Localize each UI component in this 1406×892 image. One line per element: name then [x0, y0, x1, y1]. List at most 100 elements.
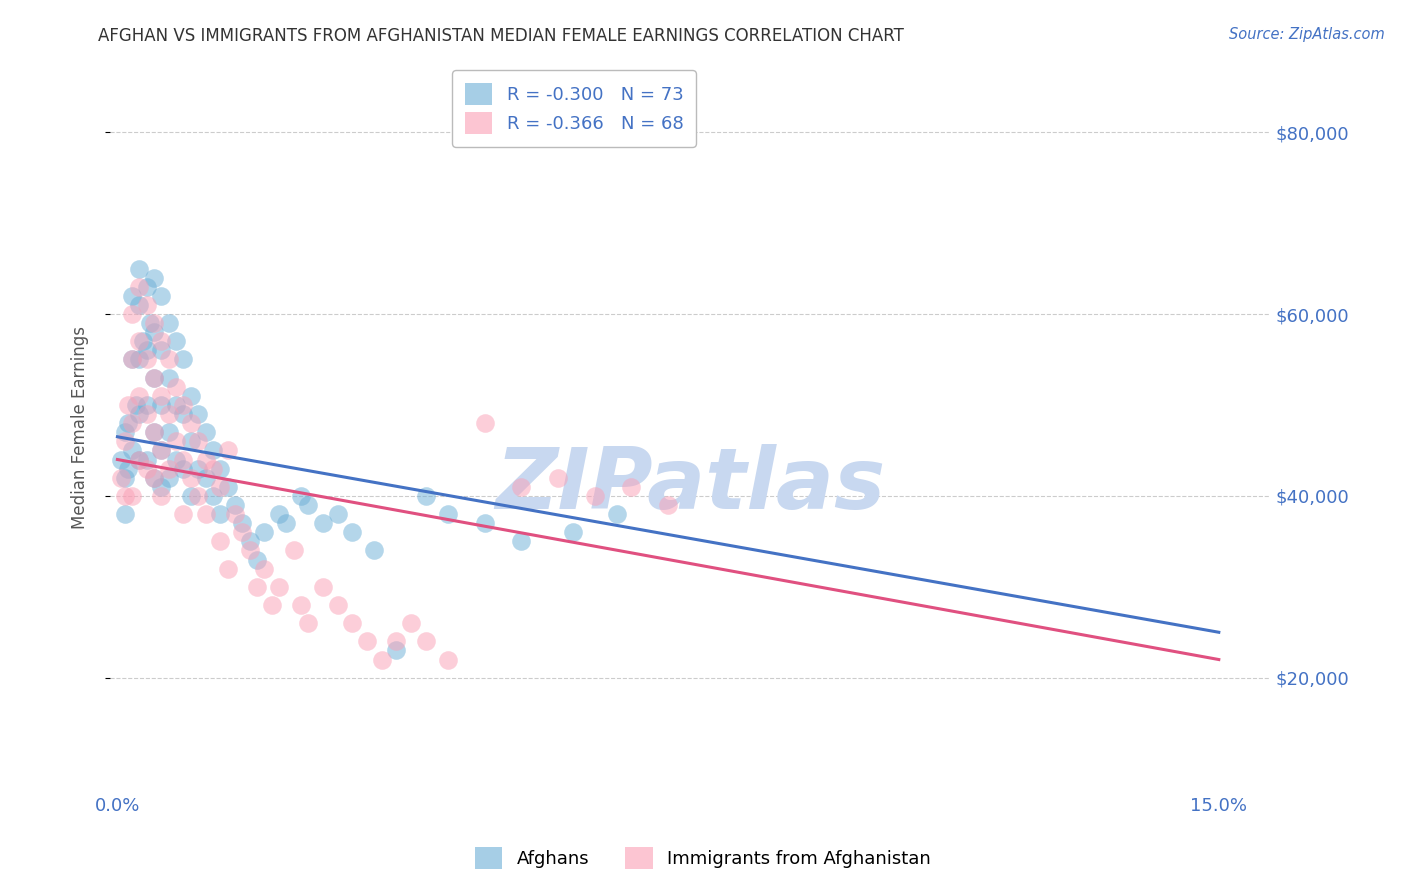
Point	[246, 580, 269, 594]
Point	[363, 543, 385, 558]
Point	[143, 370, 166, 384]
Point	[474, 416, 496, 430]
Point	[165, 434, 187, 449]
Point	[150, 443, 173, 458]
Point	[117, 461, 139, 475]
Point	[135, 407, 157, 421]
Point	[312, 580, 335, 594]
Point	[180, 471, 202, 485]
Point	[157, 461, 180, 475]
Point	[547, 471, 569, 485]
Point	[583, 489, 606, 503]
Point	[356, 634, 378, 648]
Point	[231, 516, 253, 530]
Point	[173, 352, 195, 367]
Point	[121, 443, 143, 458]
Point	[150, 489, 173, 503]
Point	[121, 489, 143, 503]
Point	[114, 434, 136, 449]
Point	[150, 480, 173, 494]
Point	[260, 598, 283, 612]
Point	[297, 498, 319, 512]
Point	[110, 452, 132, 467]
Point	[114, 425, 136, 440]
Point	[150, 343, 173, 358]
Point	[135, 461, 157, 475]
Point	[121, 352, 143, 367]
Point	[209, 480, 232, 494]
Point	[143, 471, 166, 485]
Point	[217, 561, 239, 575]
Text: AFGHAN VS IMMIGRANTS FROM AFGHANISTAN MEDIAN FEMALE EARNINGS CORRELATION CHART: AFGHAN VS IMMIGRANTS FROM AFGHANISTAN ME…	[98, 27, 904, 45]
Point	[117, 398, 139, 412]
Point	[128, 407, 150, 421]
Point	[128, 261, 150, 276]
Point	[121, 416, 143, 430]
Point	[114, 507, 136, 521]
Point	[201, 461, 224, 475]
Point	[290, 598, 312, 612]
Point	[135, 352, 157, 367]
Point	[224, 507, 246, 521]
Point	[201, 489, 224, 503]
Point	[187, 461, 209, 475]
Legend: Afghans, Immigrants from Afghanistan: Afghans, Immigrants from Afghanistan	[467, 838, 939, 879]
Point	[231, 525, 253, 540]
Point	[132, 334, 155, 349]
Point	[267, 580, 290, 594]
Point	[385, 634, 408, 648]
Point	[437, 652, 460, 666]
Point	[180, 489, 202, 503]
Point	[239, 543, 262, 558]
Text: Source: ZipAtlas.com: Source: ZipAtlas.com	[1229, 27, 1385, 42]
Point	[173, 452, 195, 467]
Point	[657, 498, 679, 512]
Point	[121, 289, 143, 303]
Point	[128, 452, 150, 467]
Point	[173, 407, 195, 421]
Point	[128, 389, 150, 403]
Point	[125, 398, 148, 412]
Point	[128, 298, 150, 312]
Point	[110, 471, 132, 485]
Point	[128, 452, 150, 467]
Point	[143, 325, 166, 339]
Point	[150, 389, 173, 403]
Point	[239, 534, 262, 549]
Point	[620, 480, 643, 494]
Point	[194, 452, 217, 467]
Legend: R = -0.300   N = 73, R = -0.366   N = 68: R = -0.300 N = 73, R = -0.366 N = 68	[453, 70, 696, 147]
Point	[342, 616, 364, 631]
Point	[217, 480, 239, 494]
Text: ZIPatlas: ZIPatlas	[495, 443, 886, 526]
Point	[173, 507, 195, 521]
Point	[194, 471, 217, 485]
Point	[187, 407, 209, 421]
Point	[267, 507, 290, 521]
Point	[180, 434, 202, 449]
Point	[157, 352, 180, 367]
Point	[143, 316, 166, 330]
Point	[165, 334, 187, 349]
Point	[143, 270, 166, 285]
Point	[121, 352, 143, 367]
Point	[194, 425, 217, 440]
Point	[165, 398, 187, 412]
Point	[165, 380, 187, 394]
Point	[510, 534, 533, 549]
Point	[606, 507, 628, 521]
Point	[290, 489, 312, 503]
Point	[165, 452, 187, 467]
Point	[253, 525, 276, 540]
Point	[173, 398, 195, 412]
Point	[143, 425, 166, 440]
Point	[246, 552, 269, 566]
Point	[342, 525, 364, 540]
Point	[510, 480, 533, 494]
Y-axis label: Median Female Earnings: Median Female Earnings	[72, 326, 89, 529]
Point	[209, 507, 232, 521]
Point	[326, 507, 349, 521]
Point	[135, 452, 157, 467]
Point	[143, 370, 166, 384]
Point	[217, 443, 239, 458]
